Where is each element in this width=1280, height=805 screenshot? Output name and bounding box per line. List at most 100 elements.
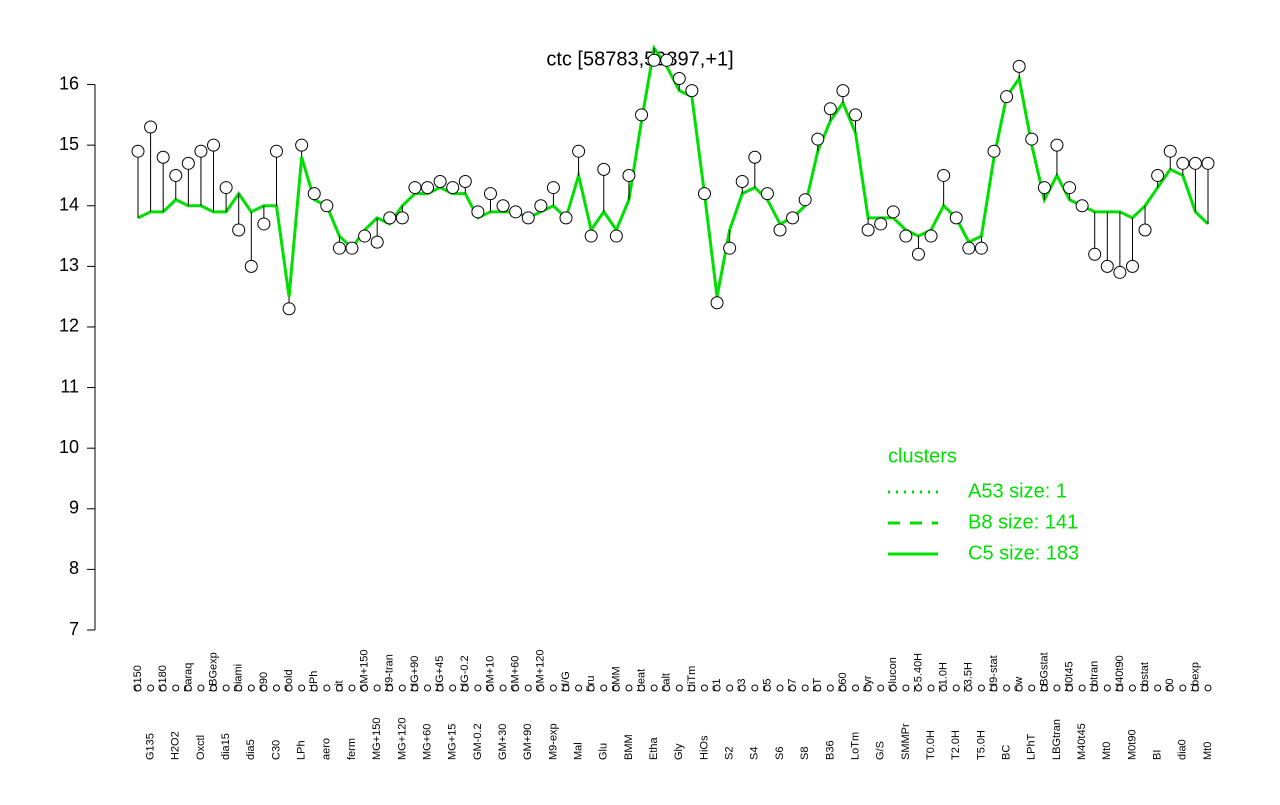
x-tick-label: S4: [749, 747, 761, 760]
data-point: [534, 199, 548, 213]
data-point: [1151, 168, 1165, 182]
x-tick-label: B36: [824, 740, 836, 760]
data-point: [307, 187, 321, 201]
data-point: [609, 229, 623, 243]
data-point: [937, 168, 951, 182]
data-point: [1188, 156, 1202, 170]
x-tick-marker: [575, 684, 583, 692]
data-point: [483, 187, 497, 201]
x-tick-label: BC: [1000, 745, 1012, 760]
x-tick-label: LBGstat: [1038, 652, 1050, 692]
x-tick-label: MG+90: [409, 656, 421, 692]
chart-title: ctc [58783,59397,+1]: [546, 48, 733, 70]
data-point: [1163, 144, 1177, 158]
data-point: [974, 241, 988, 255]
data-point: [207, 138, 221, 152]
x-tick-label: S8: [799, 747, 811, 760]
data-point: [836, 84, 850, 98]
x-tick-marker: [751, 684, 759, 692]
x-tick-marker: [222, 684, 230, 692]
x-tick-marker: [1204, 684, 1212, 692]
data-point: [496, 199, 510, 213]
x-tick-label: M40t90: [1114, 655, 1126, 692]
data-point: [760, 187, 774, 201]
x-tick-label: GM+30: [497, 724, 509, 760]
data-point: [697, 187, 711, 201]
data-point: [257, 217, 271, 231]
data-point: [1037, 181, 1051, 195]
x-tick-marker: [776, 684, 784, 692]
data-point: [509, 205, 523, 219]
x-tick-marker: [877, 684, 885, 692]
x-tick-marker: [738, 684, 746, 692]
x-tick-marker: [1103, 684, 1111, 692]
x-tick-label: Lbtran: [1089, 661, 1101, 692]
x-tick-label: T0.0H: [925, 730, 937, 760]
data-point: [748, 150, 762, 164]
legend-label: A53 size: 1: [968, 480, 1067, 502]
x-tick-label: aero: [321, 738, 333, 760]
x-tick-label: Gly: [673, 743, 685, 760]
data-point: [685, 84, 699, 98]
data-point: [458, 175, 472, 189]
x-tick-label: S6: [774, 747, 786, 760]
x-tick-label: S2: [724, 747, 736, 760]
x-tick-label: MG+60: [421, 724, 433, 760]
data-point: [1012, 59, 1026, 73]
data-point: [358, 229, 372, 243]
x-tick-marker: [839, 684, 847, 692]
x-tick-label: GM+150: [358, 650, 370, 693]
x-tick-marker: [977, 684, 985, 692]
data-point: [1201, 156, 1215, 170]
x-tick-marker: [1128, 684, 1136, 692]
data-point: [332, 241, 346, 255]
x-tick-label: G135: [144, 733, 156, 760]
data-point: [156, 150, 170, 164]
x-tick-marker: [298, 684, 306, 692]
x-tick-marker: [449, 684, 457, 692]
x-tick-marker: [801, 684, 809, 692]
x-tick-label: dia5: [245, 739, 257, 760]
data-point: [773, 223, 787, 237]
x-tick-label: LPhT: [1026, 733, 1038, 760]
legend-label: B8 size: 141: [968, 511, 1078, 533]
data-point: [924, 229, 938, 243]
data-point: [660, 53, 674, 67]
data-point: [1000, 90, 1014, 104]
data-point: [131, 144, 145, 158]
x-tick-label: GM-0.2: [472, 723, 484, 760]
x-tick-marker: [285, 684, 293, 692]
data-point: [421, 181, 435, 195]
x-tick-marker: [461, 684, 469, 692]
x-tick-marker: [197, 684, 205, 692]
data-point: [849, 108, 863, 122]
x-tick-label: Mal: [572, 742, 584, 760]
data-point: [219, 181, 233, 195]
x-tick-marker: [1066, 684, 1074, 692]
x-tick-marker: [335, 684, 343, 692]
data-point: [1125, 259, 1139, 273]
x-tick-label: T1.0H: [938, 662, 950, 692]
x-tick-label: M9-tran: [384, 654, 396, 692]
y-tick-label: 15: [59, 134, 79, 154]
x-tick-label: G180: [157, 665, 169, 692]
x-tick-label: T2.0H: [950, 730, 962, 760]
x-tick-marker: [1053, 684, 1061, 692]
x-tick-marker: [587, 684, 595, 692]
data-point: [899, 229, 913, 243]
x-tick-label: Etha: [648, 736, 660, 760]
data-point: [269, 144, 283, 158]
x-tick-marker: [537, 684, 545, 692]
x-tick-marker: [965, 684, 973, 692]
data-point: [597, 162, 611, 176]
x-tick-marker: [235, 684, 243, 692]
data-point: [811, 132, 825, 146]
x-tick-marker: [1166, 684, 1174, 692]
x-tick-marker: [1015, 684, 1023, 692]
y-tick-label: 7: [69, 619, 79, 639]
x-tick-marker: [411, 684, 419, 692]
x-tick-label: MG+15: [447, 724, 459, 760]
data-point: [672, 71, 686, 85]
data-point: [622, 168, 636, 182]
